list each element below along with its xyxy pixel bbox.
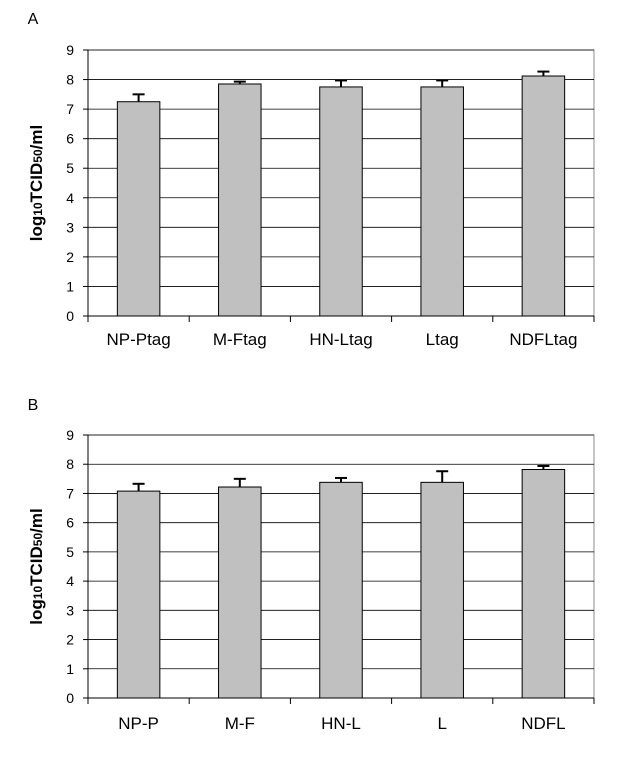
panel-a-category-label: NDFLtag — [509, 330, 577, 349]
panel-b-category-label: HN-L — [321, 714, 361, 733]
panel-a-y-tick-label: 2 — [66, 249, 74, 265]
panel-b-category-label: NP-P — [118, 714, 159, 733]
panel-a-y-tick-label: 3 — [66, 219, 74, 235]
panel-a-bar-np-ptag — [116, 101, 161, 317]
panel-b-label: B — [28, 397, 39, 414]
panel-a-y-tick-label: 8 — [66, 72, 74, 88]
panel-b-bar-m-f — [218, 486, 262, 699]
panel-b-y-tick-label: 0 — [66, 690, 74, 706]
panel-b-y-tick-label: 1 — [66, 661, 74, 677]
panel-a-category-label: HN-Ltag — [309, 330, 372, 349]
panel-a-y-tick-label: 0 — [66, 308, 74, 324]
panel-b-y-axis-label: log10TCID50/ml — [27, 508, 46, 624]
panel-a-category-label: M-Ftag — [213, 330, 267, 349]
panel-b-y-tick-label: 8 — [66, 456, 74, 472]
panel-b-y-tick-label: 6 — [66, 515, 74, 531]
panel-a-y-axis-label: log10TCID50/ml — [27, 125, 46, 241]
panel-b-category-label: NDFL — [521, 714, 565, 733]
panel-a-category-label: NP-Ptag — [106, 330, 170, 349]
panel-a-y-tick-label: 5 — [66, 160, 74, 176]
panel-b-y-tick-label: 4 — [66, 573, 74, 589]
panel-b-bar-np-p — [116, 490, 161, 699]
panel-a-bar-m-ftag — [218, 83, 262, 317]
panel-b-y-tick-label: 5 — [66, 544, 74, 560]
panel-a-label: A — [28, 11, 39, 28]
panel-a: A 0 1 2 3 4 5 6 7 8 9 NP-Ptag M-Ftag HN-Ltag Ltag NDFLt… — [27, 11, 595, 349]
panel-b-y-tick-label: 7 — [66, 485, 74, 501]
panel-b-category-label: L — [437, 714, 446, 733]
panel-b-y-tick-label: 2 — [66, 632, 74, 648]
panel-b-bar-hn-l — [319, 481, 363, 699]
panel-a-category-label: Ltag — [426, 330, 459, 349]
panel-a-y-tick-label: 1 — [66, 278, 74, 294]
panel-a-y-tick-label: 4 — [66, 190, 74, 206]
panel-b-bar-l — [420, 481, 464, 699]
panel-b-category-label: M-F — [225, 714, 255, 733]
panel-a-bar-hn-ltag — [319, 86, 363, 317]
panel-a-y-tick-label: 6 — [66, 131, 74, 147]
panel-b-bar-ndfl — [521, 468, 566, 699]
panel-a-y-tick-label: 9 — [66, 42, 74, 58]
panel-b-y-tick-label: 3 — [66, 602, 74, 618]
panel-a-bar-ltag — [420, 86, 464, 317]
panel-b-y-tick-label: 9 — [66, 427, 74, 443]
panel-a-y-tick-label: 7 — [66, 101, 74, 117]
panel-b: B 0 1 2 3 4 5 6 7 8 9 NP-P M-F HN-L L NDFL log10TCID50/m… — [27, 397, 595, 733]
panel-a-bar-ndfltag — [521, 75, 566, 317]
